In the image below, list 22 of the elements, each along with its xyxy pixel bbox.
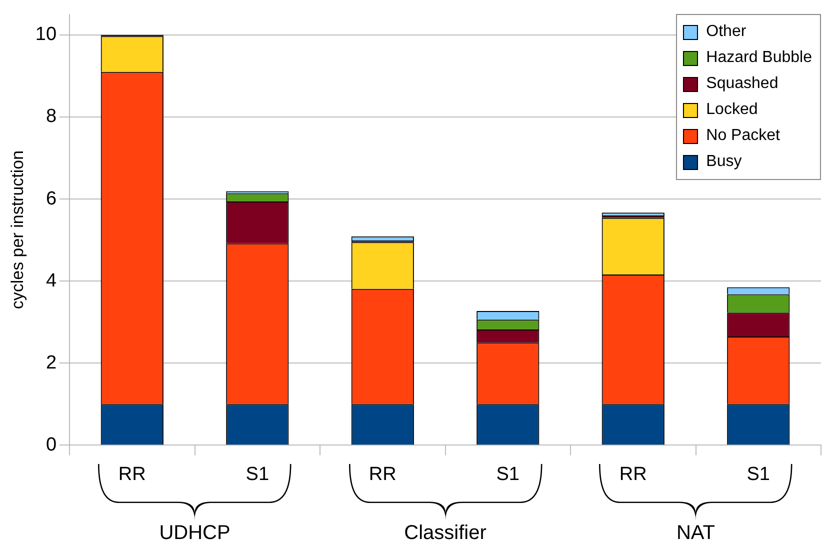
x-tick-label: S1 bbox=[746, 464, 770, 485]
legend-label: Hazard Bubble bbox=[706, 49, 812, 68]
x-tick-label: RR bbox=[118, 464, 146, 485]
y-axis-title: cycles per instruction bbox=[8, 150, 27, 310]
legend-label: Locked bbox=[706, 101, 758, 120]
text: NAT bbox=[676, 521, 716, 546]
y-tick-label: 0 bbox=[46, 434, 57, 456]
legend-label: Busy bbox=[706, 153, 742, 172]
x-tick-label: S1 bbox=[246, 464, 270, 485]
x-tick-label: RR bbox=[619, 464, 647, 485]
y-tick-label: 8 bbox=[46, 106, 57, 128]
legend-label: Other bbox=[706, 23, 746, 42]
legend-label: No Packet bbox=[706, 127, 780, 146]
y-tick-label: 10 bbox=[35, 24, 57, 46]
text: Classifier bbox=[404, 521, 486, 546]
legend-label: Squashed bbox=[706, 75, 778, 94]
y-tick-label: 2 bbox=[46, 352, 57, 374]
y-tick-label: 6 bbox=[46, 188, 57, 210]
text: UDHCP bbox=[159, 521, 230, 546]
x-tick-label: S1 bbox=[496, 464, 520, 485]
x-tick-label: RR bbox=[368, 464, 396, 485]
y-tick-label: 4 bbox=[46, 270, 57, 292]
